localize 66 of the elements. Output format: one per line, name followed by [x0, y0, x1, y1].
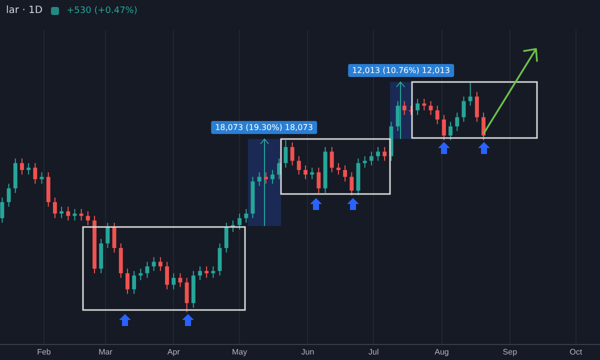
x-tick-label: Feb: [37, 347, 52, 356]
candlestick: [270, 169, 275, 184]
candlestick: [396, 100, 400, 132]
candlestick: [125, 268, 130, 294]
candlestick: [145, 261, 150, 278]
x-tick-label: Sep: [502, 347, 518, 356]
x-tick-label: Apr: [167, 347, 180, 356]
candlestick: [20, 158, 24, 176]
chart-title: lar · 1D: [6, 5, 43, 16]
candlestick: [482, 112, 486, 141]
candlestick: [474, 91, 479, 122]
x-tick-label: Aug: [434, 347, 449, 356]
candlestick: [184, 277, 189, 313]
candlestick: [172, 272, 176, 290]
x-tick-label: Jul: [368, 347, 379, 356]
candlestick: [33, 162, 38, 184]
candlestick: [79, 208, 84, 221]
candlestick: [152, 256, 156, 272]
annotation: 18,073 (19.30%) 18,073: [211, 121, 317, 134]
candlestick: [376, 146, 380, 162]
x-tick-label: Oct: [570, 347, 583, 356]
candlestick: [158, 256, 162, 272]
candlestick: [296, 156, 301, 176]
candlestick: [86, 210, 90, 226]
candlestick: [448, 121, 453, 141]
candlestick: [304, 164, 308, 180]
candlestick: [290, 142, 294, 166]
candlestick: [198, 266, 202, 281]
candlestick: [257, 172, 262, 187]
candlestick: [238, 213, 242, 230]
candlestick: [66, 206, 70, 221]
candlestick: [224, 222, 228, 254]
candlestick: [330, 146, 334, 173]
candlestick: [52, 197, 57, 219]
candlestick: [218, 242, 222, 276]
candlestick: [336, 162, 340, 176]
candlestick: [416, 98, 420, 116]
candlestick: [468, 82, 472, 106]
candlestick: [455, 112, 460, 132]
text: 12,013 (10.76%) 12,013: [348, 64, 454, 77]
candlestick: [72, 208, 77, 221]
candlestick: [132, 270, 136, 294]
x-tick-label: Mar: [98, 347, 113, 356]
candlestick: [284, 140, 288, 168]
candlestick: [165, 261, 170, 290]
chart-subtitle: +530 (+0.47%): [66, 6, 138, 16]
candlestick: [382, 146, 387, 162]
candlestick: [402, 100, 406, 116]
candlestick: [112, 222, 116, 254]
candlestick: [26, 162, 31, 176]
candlestick: [211, 266, 216, 278]
candlestick: [6, 183, 11, 208]
candlestick: [343, 164, 348, 182]
candlestick: [204, 266, 209, 278]
candlestick: [244, 208, 248, 224]
candlestick: [350, 172, 354, 196]
x-tick-label: Jun: [301, 347, 314, 356]
candlestick: [442, 114, 446, 141]
candlestick: [0, 197, 4, 224]
candlestick: [316, 167, 321, 194]
candlestick: [178, 272, 182, 288]
candlestick: [106, 222, 110, 249]
candlestick: [435, 105, 440, 125]
x-tick-label: May: [232, 347, 248, 356]
candlestick: [369, 151, 374, 166]
candlestick: [428, 100, 433, 116]
